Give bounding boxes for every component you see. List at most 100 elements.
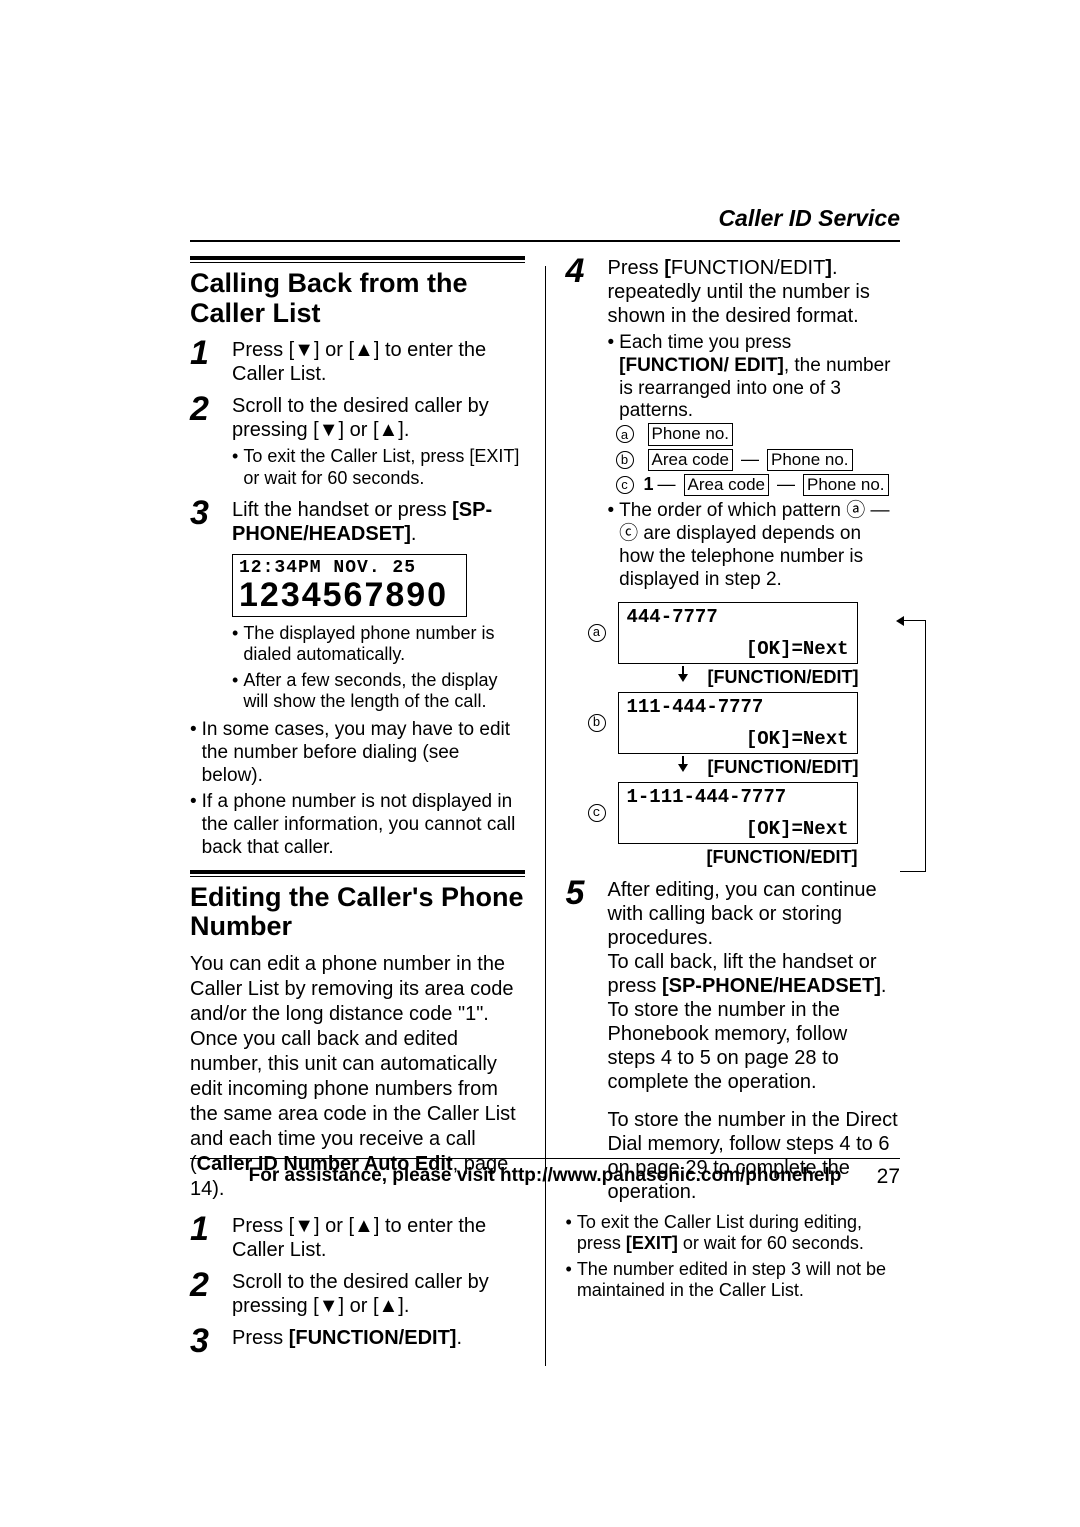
step-2: 2 Scroll to the desired caller by pressi… bbox=[190, 394, 525, 489]
pattern-b: b Area code—Phone no. bbox=[616, 449, 901, 471]
bullet-dot: • bbox=[566, 1212, 572, 1255]
flow-between-label: [FUNCTION/EDIT] bbox=[707, 847, 858, 868]
circle-a-icon: a bbox=[616, 425, 634, 443]
section-rule-thin bbox=[190, 876, 525, 877]
step-body: Scroll to the desired caller by pressing… bbox=[232, 394, 525, 489]
return-arrow-icon bbox=[896, 616, 904, 626]
one-prefix: 1 bbox=[644, 474, 654, 496]
footer-text: For assistance, please visit http://www.… bbox=[249, 1165, 842, 1187]
bullet-dot: • bbox=[190, 719, 197, 787]
step-3: 3 Lift the handset or press [SP-PHONE/HE… bbox=[190, 498, 525, 546]
sub-text: The order of which pattern ⓐ — ⓒ are dis… bbox=[619, 500, 900, 591]
return-line bbox=[900, 620, 926, 872]
circle-c-icon: c bbox=[588, 804, 606, 822]
note-text: If a phone number is not displayed in th… bbox=[202, 791, 525, 859]
dash: — bbox=[658, 474, 676, 496]
sub-text: Each time you press [FUNCTION/ EDIT], th… bbox=[619, 332, 900, 423]
key-label: FUNCTION/EDIT bbox=[671, 257, 825, 279]
step-text: Press bbox=[232, 1327, 289, 1349]
edit-step-2: 2 Scroll to the desired caller by pressi… bbox=[190, 1270, 525, 1318]
circle-b-icon: b bbox=[616, 451, 634, 469]
boxed-label: Phone no. bbox=[803, 474, 889, 496]
page-footer: For assistance, please visit http://www.… bbox=[190, 1158, 900, 1187]
sub-bullet: • To exit the Caller List, press [EXIT] … bbox=[232, 446, 525, 489]
flow-diagram: a 444-7777 [OK]=Next [FUNCTION/EDIT] b 1… bbox=[586, 602, 901, 872]
step-text: To store the number in the Direct Dial m… bbox=[608, 1109, 898, 1203]
circle-b-icon: b bbox=[588, 714, 606, 732]
lcd-line-2: 1234567890 bbox=[239, 578, 460, 612]
note-text: The number edited in step 3 will not be … bbox=[577, 1259, 900, 1302]
flow-label: b bbox=[586, 714, 618, 732]
note-bullet: •In some cases, you may have to edit the… bbox=[190, 719, 525, 787]
boxed-label: Phone no. bbox=[767, 449, 853, 471]
step-text: After editing, you can continue with cal… bbox=[608, 879, 877, 949]
step-body: Press [▼] or [▲] to enter the Caller Lis… bbox=[232, 1214, 525, 1262]
arrow-down-icon bbox=[678, 764, 688, 772]
running-header: Caller ID Service bbox=[190, 205, 900, 232]
circle-c-icon: c bbox=[616, 476, 634, 494]
lcd-line-1: 12:34PM NOV. 25 bbox=[239, 558, 460, 578]
key-label: [SP-PHONE/HEADSET] bbox=[662, 975, 881, 997]
flow-between: [FUNCTION/EDIT] bbox=[618, 754, 901, 782]
dash: — bbox=[777, 474, 795, 496]
flow-number: 111-444-7777 bbox=[627, 696, 849, 718]
step-number: 1 bbox=[190, 1212, 232, 1262]
flow-between-label: [FUNCTION/EDIT] bbox=[708, 667, 859, 688]
sub-bullet: •Each time you press [FUNCTION/ EDIT], t… bbox=[608, 332, 901, 423]
step-text: Scroll to the desired caller by pressing… bbox=[232, 395, 489, 441]
boxed-label: Phone no. bbox=[648, 423, 734, 445]
key-bracket: ] bbox=[825, 257, 832, 279]
step-body: Lift the handset or press [SP-PHONE/HEAD… bbox=[232, 498, 525, 546]
flow-label: a bbox=[586, 624, 618, 642]
step-text: repeatedly until the number is shown in … bbox=[608, 281, 870, 327]
flow-number: 444-7777 bbox=[627, 606, 849, 628]
column-divider bbox=[545, 266, 546, 1366]
step-body: Press [FUNCTION/EDIT]. repeatedly until … bbox=[608, 256, 901, 592]
bullet-dot: • bbox=[190, 791, 197, 859]
step-text: . bbox=[832, 257, 838, 279]
flow-row-a: a 444-7777 [OK]=Next bbox=[586, 602, 901, 664]
step-4: 4 Press [FUNCTION/EDIT]. repeatedly unti… bbox=[566, 256, 901, 592]
flow-ok: [OK]=Next bbox=[627, 638, 849, 660]
right-column: 4 Press [FUNCTION/EDIT]. repeatedly unti… bbox=[566, 256, 901, 1366]
flow-number: 1-111-444-7777 bbox=[627, 786, 849, 808]
step-body: Press [FUNCTION/EDIT]. bbox=[232, 1326, 525, 1358]
step3-subs: •The displayed phone number is dialed au… bbox=[232, 623, 525, 713]
step-body: Press [▼] or [▲] to enter the Caller Lis… bbox=[232, 338, 525, 386]
two-columns: Calling Back from the Caller List 1 Pres… bbox=[190, 256, 900, 1366]
bullet-dot: • bbox=[232, 670, 238, 713]
step-body: After editing, you can continue with cal… bbox=[608, 878, 901, 1204]
edit-step-3: 3 Press [FUNCTION/EDIT]. bbox=[190, 1326, 525, 1358]
section-rule-thick bbox=[190, 256, 525, 260]
dash: — bbox=[741, 449, 759, 471]
left-column: Calling Back from the Caller List 1 Pres… bbox=[190, 256, 525, 1366]
edit-step-1: 1 Press [▼] or [▲] to enter the Caller L… bbox=[190, 1214, 525, 1262]
flow-row-b: b 111-444-7777 [OK]=Next bbox=[586, 692, 901, 754]
page-content: Caller ID Service Calling Back from the … bbox=[190, 205, 900, 1366]
bullet-dot: • bbox=[608, 332, 615, 423]
circle-a-icon: a bbox=[588, 624, 606, 642]
flow-box: 1-111-444-7777 [OK]=Next bbox=[618, 782, 858, 844]
note-text: In some cases, you may have to edit the … bbox=[202, 719, 525, 787]
pattern-c: c 1—Area code—Phone no. bbox=[616, 474, 901, 496]
sub-text: To exit the Caller List, press [EXIT] or… bbox=[243, 446, 524, 489]
note-bullet: •If a phone number is not displayed in t… bbox=[190, 791, 525, 859]
step-number: 5 bbox=[566, 876, 608, 1204]
step-number: 2 bbox=[190, 1268, 232, 1318]
section-rule-thick bbox=[190, 870, 525, 874]
step-text: . bbox=[881, 975, 887, 997]
bullet-dot: • bbox=[232, 446, 238, 489]
bullet-dot: • bbox=[232, 623, 238, 666]
flow-ok: [OK]=Next bbox=[627, 818, 849, 840]
note-text: To exit the Caller List during editing, … bbox=[577, 1212, 900, 1255]
tail-bullet: •To exit the Caller List during editing,… bbox=[566, 1212, 901, 1255]
sub-bullet: •The order of which pattern ⓐ — ⓒ are di… bbox=[608, 500, 901, 591]
key-label: [FUNCTION/EDIT] bbox=[289, 1327, 457, 1349]
page-number: 27 bbox=[877, 1165, 900, 1189]
step-number: 4 bbox=[566, 254, 608, 592]
sub-bullet: •After a few seconds, the display will s… bbox=[232, 670, 525, 713]
step-text: . bbox=[456, 1327, 462, 1349]
step-number: 3 bbox=[190, 496, 232, 546]
flow-box: 111-444-7777 [OK]=Next bbox=[618, 692, 858, 754]
arrow-down-icon bbox=[678, 674, 688, 682]
